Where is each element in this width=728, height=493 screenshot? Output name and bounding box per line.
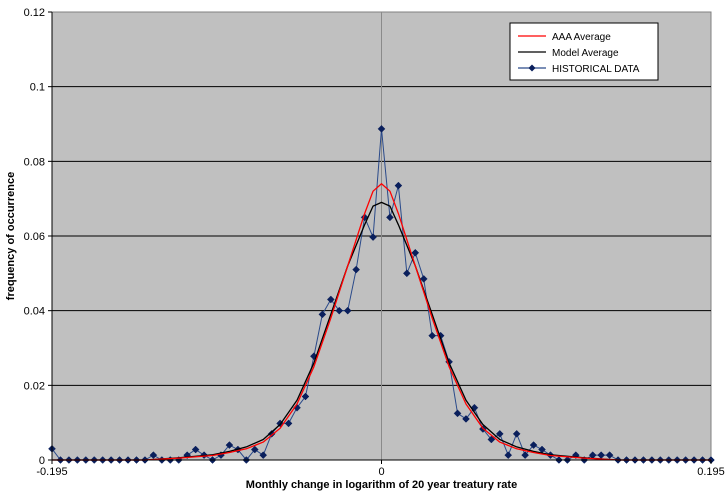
x-axis-title: Monthly change in logarithm of 20 year t… [246,479,517,491]
data-point [402,269,411,278]
data-point [326,295,335,304]
x-tick-label: 0 [378,466,384,478]
legend-item: AAA Average [518,32,611,43]
data-point [605,451,614,460]
y-tick-label: 0 [39,455,45,467]
data-point [487,435,496,444]
data-point [377,124,386,133]
y-tick-label: 0.08 [24,156,45,168]
data-point [462,415,470,423]
data-point [318,310,327,319]
data-point [512,430,521,438]
data-point [250,445,259,454]
legend-label: AAA Average [552,32,611,43]
data-point [301,392,310,401]
y-tick-label: 0.06 [24,231,45,243]
legend: AAA Average Model Average HISTORICAL DATA [509,22,659,81]
legend-marker [528,64,536,72]
series-aaa-average [52,183,711,461]
y-tick-label: 0.04 [24,306,45,318]
data-point [335,306,344,315]
data-point [411,248,420,257]
series-line [52,183,711,461]
data-point [191,445,200,454]
series-model-average [52,201,711,461]
x-tick-label: -0.195 [36,466,67,478]
data-point [225,441,234,449]
data-point [369,233,377,241]
data-point [149,451,158,460]
y-tick-label: 0.12 [24,7,45,19]
legend-item: HISTORICAL DATA [518,64,640,75]
data-point [343,306,352,315]
data-point [352,265,361,274]
y-tick-label: 0.02 [24,380,45,392]
data-point [521,451,529,460]
data-point [428,331,437,340]
data-point [394,181,403,190]
legend-label: Model Average [552,48,619,59]
data-point [386,213,394,222]
data-point [259,451,268,460]
y-axis-title: frequency of occurrence [5,172,17,300]
x-axis-ticks: -0.195 0 0.195 [36,460,725,478]
y-tick-label: 0.1 [30,82,45,94]
data-point [453,409,462,418]
legend-label: HISTORICAL DATA [552,64,640,75]
data-point [284,419,293,428]
x-tick-label: 0.195 [697,466,725,478]
data-point [504,451,513,460]
legend-item: Model Average [518,48,619,59]
data-point [419,275,428,283]
data-point [495,430,504,438]
data-point [529,441,538,449]
series-line [52,201,711,461]
